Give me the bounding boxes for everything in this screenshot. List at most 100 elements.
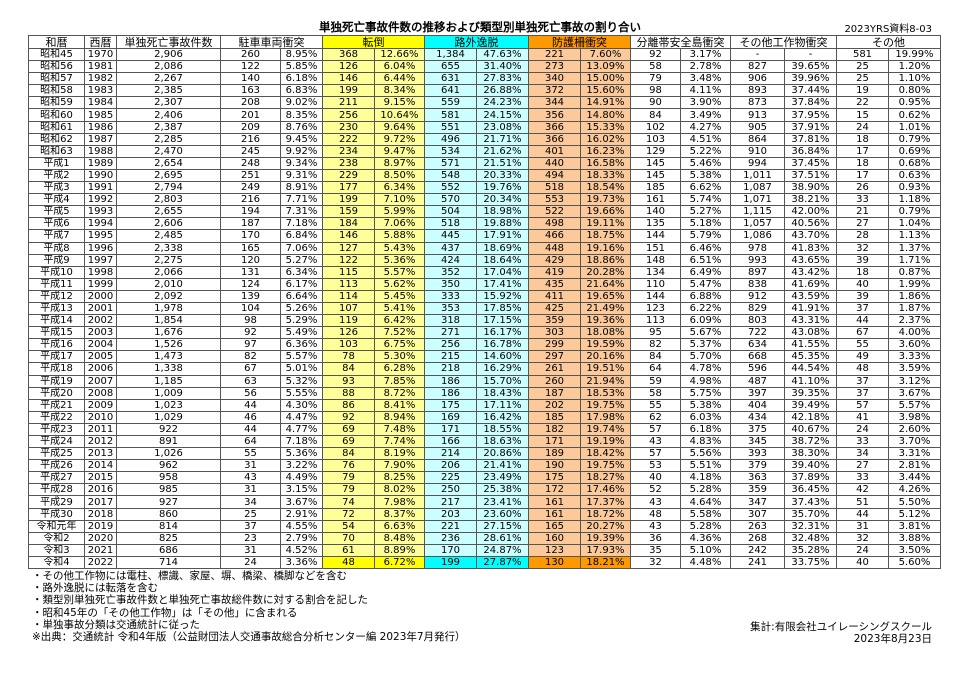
cell-parked-pct: 4.52%: [280, 543, 323, 557]
cell-guardrail-count: 172: [528, 483, 581, 497]
cell-median-count: 35: [630, 543, 681, 557]
cell-rogai-pct: 27.83%: [476, 72, 529, 86]
cell-tentou-count: 69: [322, 434, 375, 449]
cell-wareki: 平成19: [28, 374, 85, 388]
cell-parked-pct: 8.91%: [280, 181, 323, 195]
cell-structure-pct: 39.40%: [784, 459, 837, 473]
cell-other-count: 37: [836, 386, 889, 400]
cell-year: 1991: [84, 181, 117, 195]
cell-structure-pct: 41.69%: [784, 277, 837, 291]
cell-median-count: 43: [630, 519, 681, 533]
cell-parked-count: 44: [220, 398, 281, 412]
cell-rogai-count: 548: [424, 168, 477, 183]
header-parked-vehicle: 駐車車両衝突: [220, 35, 323, 49]
cell-structure-count: 829: [730, 301, 785, 316]
cell-rogai-pct: 25.38%: [476, 483, 529, 497]
table-body: 昭和45 1970 2,906 260 8.95% 368 12.66% 1,384 47.63…: [28, 47, 941, 570]
cell-year: 2019: [84, 519, 117, 533]
cell-parked-pct: 8.35%: [280, 108, 323, 122]
cell-structure-pct: 39.96%: [784, 72, 837, 86]
cell-tentou-count: 114: [322, 289, 375, 303]
cell-tentou-count: 177: [322, 181, 375, 195]
cell-parked-pct: 5.57%: [280, 350, 323, 364]
cell-median-count: 135: [630, 217, 681, 231]
cell-tentou-pct: 5.57%: [374, 265, 425, 279]
cell-tentou-count: 126: [322, 60, 375, 74]
cell-rogai-pct: 24.23%: [476, 96, 529, 110]
cell-parked-count: 165: [220, 241, 281, 255]
table-row: 平成6 1994 2,606 187 7.18% 184 7.06% 518 19.88% 498…: [28, 217, 941, 231]
cell-parked-pct: 6.17%: [280, 277, 323, 291]
cell-tentou-pct: 7.74%: [374, 434, 425, 449]
cell-structure-count: 596: [730, 362, 785, 376]
cell-median-pct: 5.10%: [680, 543, 731, 557]
cell-parked-pct: 7.18%: [280, 434, 323, 449]
cell-median-pct: 4.98%: [680, 374, 731, 388]
table-row: 令和元年 2019 814 37 4.55% 54 6.63% 221 27.15% 165 20.…: [28, 519, 941, 533]
cell-median-pct: 5.27%: [680, 205, 731, 219]
cell-median-count: 59: [630, 374, 681, 388]
cell-other-pct: 2.60%: [888, 422, 941, 437]
cell-tentou-count: 230: [322, 120, 375, 134]
cell-structure-count: 668: [730, 350, 785, 364]
cell-guardrail-pct: 18.75%: [580, 229, 631, 243]
cell-other-count: 48: [836, 362, 889, 376]
cell-rogai-pct: 17.04%: [476, 265, 529, 279]
cell-parked-count: 92: [220, 326, 281, 340]
cell-guardrail-pct: 13.09%: [580, 60, 631, 74]
cell-year: 1995: [84, 229, 117, 243]
cell-tentou-pct: 5.30%: [374, 350, 425, 364]
cell-other-pct: 1.37%: [888, 241, 941, 255]
cell-total: 2,655: [116, 205, 221, 219]
cell-median-pct: 6.51%: [680, 253, 731, 267]
cell-tentou-pct: 5.43%: [374, 241, 425, 255]
cell-median-count: 84: [630, 350, 681, 364]
cell-tentou-count: 159: [322, 205, 375, 219]
cell-guardrail-pct: 19.65%: [580, 289, 631, 303]
cell-guardrail-count: 297: [528, 350, 581, 364]
cell-guardrail-pct: 16.23%: [580, 144, 631, 158]
table-row: 平成23 2011 922 44 4.77% 69 7.48% 171 18.55% 182 19.…: [28, 422, 941, 437]
cell-structure-count: 912: [730, 289, 785, 303]
cell-median-pct: 6.09%: [680, 314, 731, 328]
cell-tentou-pct: 9.72%: [374, 132, 425, 146]
cell-year: 1998: [84, 265, 117, 279]
cell-structure-pct: 43.65%: [784, 253, 837, 267]
cell-other-pct: 3.70%: [888, 434, 941, 449]
cell-structure-count: 905: [730, 120, 785, 134]
cell-total: 2,654: [116, 156, 221, 170]
cell-other-pct: 3.50%: [888, 543, 941, 557]
cell-rogai-pct: 19.88%: [476, 217, 529, 231]
cell-year: 1970: [84, 47, 117, 62]
cell-wareki: 平成5: [28, 205, 85, 219]
cell-guardrail-pct: 17.37%: [580, 495, 631, 509]
cell-rogai-count: 641: [424, 84, 477, 98]
cell-structure-pct: 42.18%: [784, 410, 837, 424]
cell-guardrail-count: 185: [528, 410, 581, 424]
header-tentou: 転倒: [322, 35, 425, 49]
cell-wareki: 昭和63: [28, 144, 85, 158]
cell-structure-pct: 37.45%: [784, 156, 837, 170]
cell-structure-pct: 43.31%: [784, 314, 837, 328]
cell-total: 1,026: [116, 447, 221, 461]
cell-guardrail-count: 359: [528, 314, 581, 328]
cell-total: 1,185: [116, 374, 221, 388]
cell-tentou-count: 113: [322, 277, 375, 291]
cell-structure-count: 1,071: [730, 193, 785, 207]
cell-rogai-pct: 28.61%: [476, 531, 529, 545]
cell-year: 2021: [84, 543, 117, 557]
cell-median-pct: 5.22%: [680, 144, 731, 158]
cell-structure-pct: 37.81%: [784, 132, 837, 146]
cell-guardrail-pct: 20.27%: [580, 519, 631, 533]
cell-total: 2,285: [116, 132, 221, 146]
cell-guardrail-count: 189: [528, 447, 581, 461]
cell-tentou-pct: 7.98%: [374, 495, 425, 509]
cell-total: 825: [116, 531, 221, 545]
cell-tentou-count: 146: [322, 72, 375, 86]
cell-parked-pct: 4.77%: [280, 422, 323, 437]
cell-structure-count: 978: [730, 241, 785, 255]
cell-median-count: 92: [630, 47, 681, 62]
cell-median-pct: 6.03%: [680, 410, 731, 424]
header-median: 分離帯安全島衝突: [630, 35, 731, 49]
cell-other-pct: 0.80%: [888, 84, 941, 98]
